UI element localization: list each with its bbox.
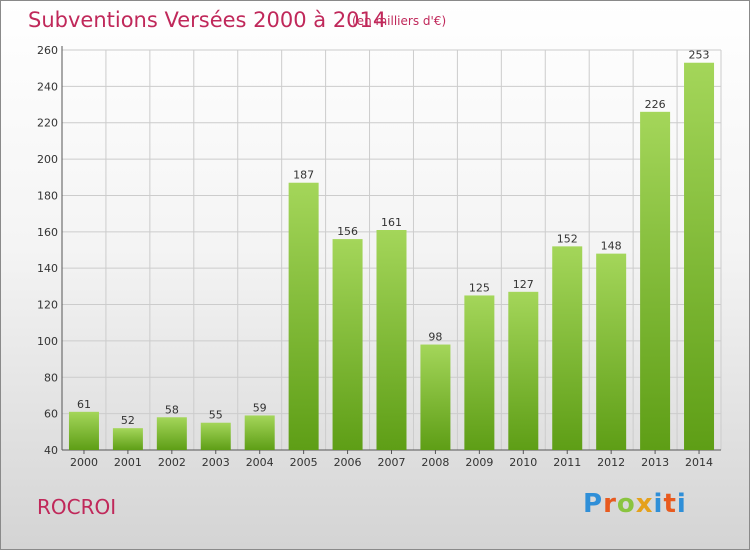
x-tick-label: 2014 [685,456,713,469]
logo-letter: x [635,489,654,519]
x-tick-label: 2011 [553,456,581,469]
data-label: 58 [165,403,179,416]
axis-layer: 40 60 80 100 120 140 160 180 200 220 240 260 2000 200… [37,44,721,469]
bar [156,417,187,450]
bar [112,428,143,450]
bar [508,291,539,450]
bar [640,111,671,451]
logo-letter: t [663,489,677,519]
bar [596,253,627,450]
x-tick-label: 2007 [378,456,406,469]
data-label: 161 [381,216,402,229]
y-tick-label: 240 [37,80,58,93]
y-tick-label: 60 [44,408,58,421]
y-tick-label: 180 [37,189,58,202]
y-tick-label: 200 [37,153,58,166]
data-label: 156 [337,225,358,238]
proxiti-logo: Proxiti [583,489,687,519]
data-label: 152 [557,232,578,245]
y-tick-label: 140 [37,262,58,275]
commune-name: ROCROI [37,495,117,519]
bar [288,182,319,450]
x-tick-label: 2000 [70,456,98,469]
bar [244,415,275,450]
data-label: 187 [293,169,314,182]
logo-letter: r [603,489,617,519]
bar [684,62,715,451]
y-tick-label: 40 [44,444,58,457]
x-tick-label: 2009 [465,456,493,469]
data-label: 98 [428,331,442,344]
x-tick-label: 2001 [114,456,142,469]
data-label: 148 [601,240,622,253]
bar [376,230,407,450]
y-tick-label: 160 [37,226,58,239]
y-tick-label: 100 [37,335,58,348]
data-label: 52 [121,414,135,427]
data-label: 55 [209,409,223,422]
data-label: 125 [469,281,490,294]
bar [464,295,495,450]
x-tick-label: 2003 [202,456,230,469]
x-tick-label: 2010 [509,456,537,469]
y-tick-label: 120 [37,299,58,312]
logo-letter: o [616,489,636,519]
bar [332,239,363,450]
data-label: 59 [253,401,267,414]
x-tick-label: 2004 [246,456,274,469]
logo-letter: P [583,489,604,519]
labels-layer: 61 52 58 55 59 187 156 161 98 125 127 152 148 226 253 [77,49,710,427]
x-tick-label: 2006 [334,456,362,469]
data-label: 127 [513,278,534,291]
x-tick-label: 2013 [641,456,669,469]
data-label: 226 [645,98,666,111]
bar [68,411,99,450]
bar [420,344,451,450]
x-tick-label: 2008 [421,456,449,469]
bar [200,422,231,450]
chart-title: Subventions Versées 2000 à 2014 [28,8,387,32]
logo-letter: i [676,489,687,519]
y-tick-label: 80 [44,371,58,384]
logo-letter: i [653,489,664,519]
y-tick-label: 260 [37,44,58,57]
data-label: 61 [77,398,91,411]
x-tick-label: 2002 [158,456,186,469]
chart-unit-note: (en milliers d'€) [352,14,447,28]
y-tick-label: 220 [37,117,58,130]
x-tick-label: 2005 [290,456,318,469]
x-tick-label: 2012 [597,456,625,469]
data-label: 253 [689,49,710,62]
bar [552,246,583,450]
bars-layer [68,62,715,451]
